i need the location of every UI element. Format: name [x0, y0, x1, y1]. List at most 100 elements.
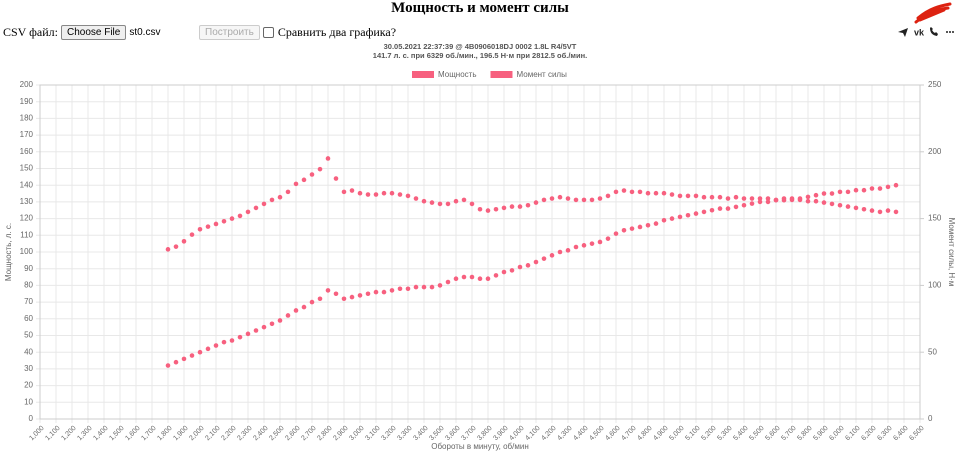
- y-tick-label: 160: [20, 147, 34, 156]
- point: [845, 189, 851, 195]
- point: [301, 304, 307, 310]
- file-button[interactable]: Choose File: [60, 24, 127, 40]
- point: [829, 191, 835, 196]
- x-tick-label: 1,500: [108, 425, 125, 442]
- y-tick-label: 170: [20, 130, 34, 139]
- point: [717, 194, 723, 200]
- point: [573, 244, 579, 250]
- compare-checkbox[interactable]: [262, 26, 274, 38]
- point: [397, 192, 403, 197]
- x-tick-label: 5,000: [668, 425, 685, 442]
- point: [213, 221, 219, 227]
- point: [381, 190, 387, 196]
- point: [509, 268, 515, 273]
- point: [517, 204, 523, 209]
- point: [541, 197, 547, 203]
- point: [453, 276, 459, 282]
- x-tick-label: 5,100: [684, 425, 701, 442]
- point: [845, 204, 851, 209]
- y-tick-label: 20: [24, 381, 33, 390]
- point: [621, 188, 627, 193]
- point: [333, 291, 339, 297]
- y-tick-label: 190: [20, 97, 34, 106]
- point: [813, 198, 819, 204]
- y-tick-label: 100: [20, 247, 34, 256]
- point: [605, 193, 611, 199]
- point: [405, 193, 411, 199]
- point: [341, 189, 347, 195]
- x-tick-label: 5,900: [812, 425, 829, 442]
- point: [285, 189, 291, 195]
- point: [613, 231, 619, 236]
- point: [309, 299, 315, 305]
- point: [165, 363, 171, 368]
- point: [661, 190, 667, 196]
- point: [765, 199, 771, 205]
- point: [645, 222, 651, 228]
- y2-tick-label: 0: [928, 414, 933, 423]
- compare-label: Сравнить два графика?: [277, 24, 397, 39]
- point: [797, 197, 803, 203]
- point: [725, 206, 731, 211]
- point: [741, 202, 747, 208]
- point: [653, 221, 659, 226]
- point: [773, 197, 779, 203]
- point: [333, 176, 339, 181]
- page-title: Мощность и момент силы: [391, 0, 569, 16]
- share-icons[interactable]: vk: [898, 27, 954, 37]
- point: [693, 193, 699, 199]
- point: [245, 209, 251, 215]
- point: [365, 291, 371, 297]
- y2-tick-label: 200: [928, 147, 942, 156]
- point: [421, 284, 427, 290]
- point: [733, 194, 739, 200]
- series: [165, 182, 899, 368]
- point: [437, 283, 443, 288]
- point: [677, 193, 683, 199]
- point: [805, 194, 811, 200]
- point: [837, 189, 843, 195]
- point: [549, 253, 555, 258]
- x-tick-label: 4,400: [572, 425, 589, 442]
- y-tick-label: 140: [20, 180, 34, 189]
- point: [509, 204, 515, 209]
- point: [373, 192, 379, 197]
- point: [253, 205, 259, 211]
- point: [421, 198, 427, 204]
- point: [493, 273, 499, 278]
- point: [717, 206, 723, 211]
- x-tick-label: 5,600: [764, 425, 781, 442]
- point: [309, 172, 315, 177]
- point: [629, 226, 635, 231]
- x-tick-label: 5,200: [700, 425, 717, 442]
- point: [877, 209, 883, 215]
- legend-swatch: [412, 71, 434, 78]
- point: [485, 208, 491, 213]
- point: [357, 190, 363, 196]
- point: [317, 166, 323, 172]
- point: [549, 196, 555, 201]
- point: [821, 191, 827, 196]
- x-tick-label: 1,900: [172, 425, 189, 442]
- x-tick-label: 4,900: [652, 425, 669, 442]
- point: [765, 196, 771, 201]
- point: [213, 343, 219, 348]
- point: [685, 193, 691, 199]
- point: [469, 274, 475, 280]
- legend-label: Мощность: [438, 70, 476, 79]
- controls: CSV файл: Choose File st0.csv: [3, 24, 160, 40]
- y-tick-label: 130: [20, 197, 34, 206]
- build-button[interactable]: Построить: [199, 24, 260, 40]
- point: [181, 356, 187, 362]
- legend-label: Момент силы: [516, 70, 567, 79]
- point: [501, 205, 507, 211]
- y-tick-label: 90: [24, 264, 33, 273]
- point: [293, 308, 299, 313]
- point: [173, 359, 179, 365]
- x-tick-label: 5,700: [780, 425, 797, 442]
- x-tick-label: 1,600: [124, 425, 141, 442]
- y-tick-label: 150: [20, 164, 34, 173]
- x-tick-label: 5,400: [732, 425, 749, 442]
- point: [173, 244, 179, 249]
